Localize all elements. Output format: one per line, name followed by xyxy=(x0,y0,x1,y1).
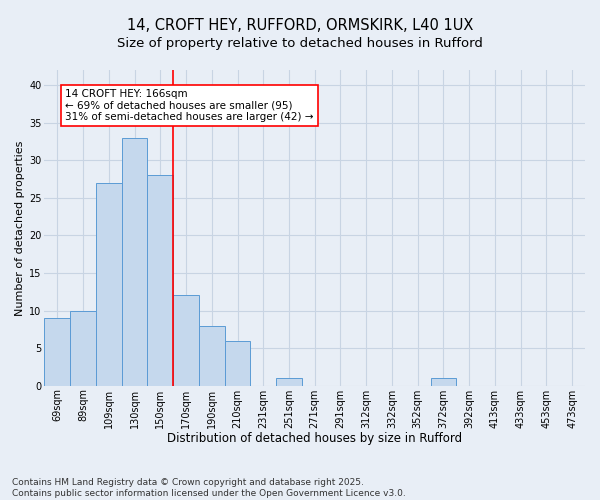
Text: Contains HM Land Registry data © Crown copyright and database right 2025.
Contai: Contains HM Land Registry data © Crown c… xyxy=(12,478,406,498)
Bar xyxy=(122,138,148,386)
X-axis label: Distribution of detached houses by size in Rufford: Distribution of detached houses by size … xyxy=(167,432,462,445)
Bar xyxy=(431,378,456,386)
Bar xyxy=(148,175,173,386)
Bar xyxy=(70,310,96,386)
Bar xyxy=(173,296,199,386)
Bar xyxy=(96,182,122,386)
Text: Size of property relative to detached houses in Rufford: Size of property relative to detached ho… xyxy=(117,38,483,51)
Bar xyxy=(276,378,302,386)
Bar xyxy=(199,326,224,386)
Y-axis label: Number of detached properties: Number of detached properties xyxy=(15,140,25,316)
Text: 14, CROFT HEY, RUFFORD, ORMSKIRK, L40 1UX: 14, CROFT HEY, RUFFORD, ORMSKIRK, L40 1U… xyxy=(127,18,473,32)
Bar xyxy=(224,340,250,386)
Text: 14 CROFT HEY: 166sqm
← 69% of detached houses are smaller (95)
31% of semi-detac: 14 CROFT HEY: 166sqm ← 69% of detached h… xyxy=(65,89,314,122)
Bar xyxy=(44,318,70,386)
